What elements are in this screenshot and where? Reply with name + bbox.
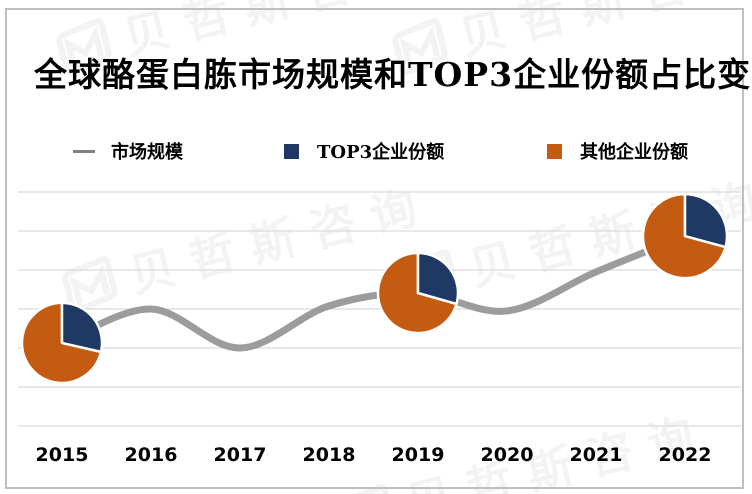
- chart-title: 全球酪蛋白胨市场规模和TOP3企业份额占比变化: [34, 55, 752, 94]
- pie-2019: [376, 251, 460, 335]
- square-marker-icon: [284, 143, 299, 159]
- pie-slice-top3: [683, 192, 729, 249]
- pie-slice-top3: [416, 251, 460, 306]
- x-axis-label-2018: 2018: [302, 444, 356, 466]
- pie-2015: [20, 301, 104, 385]
- line-series-marker-icon: [73, 149, 95, 153]
- square-marker-icon: [547, 143, 562, 159]
- x-axis-label-2017: 2017: [213, 444, 267, 466]
- legend-item-top3-share: TOP3企业份额: [284, 138, 444, 164]
- x-axis-label-2020: 2020: [480, 444, 534, 466]
- market-size-line: [58, 232, 689, 352]
- x-axis-label-2016: 2016: [124, 444, 178, 466]
- x-axis-label-2015: 2015: [35, 444, 89, 466]
- legend-label: 其他企业份额: [580, 142, 688, 163]
- legend-label: 市场规模: [111, 142, 183, 163]
- x-axis-label-2021: 2021: [569, 444, 623, 466]
- legend-label: TOP3企业份额: [317, 142, 445, 163]
- x-axis-label-2019: 2019: [391, 444, 445, 466]
- x-axis-label-2022: 2022: [658, 444, 712, 466]
- legend-item-market-size: 市场规模: [73, 138, 183, 164]
- pie-2022: [641, 192, 729, 280]
- pie-slice-top3: [60, 301, 104, 354]
- legend-item-other-share: 其他企业份额: [547, 138, 688, 164]
